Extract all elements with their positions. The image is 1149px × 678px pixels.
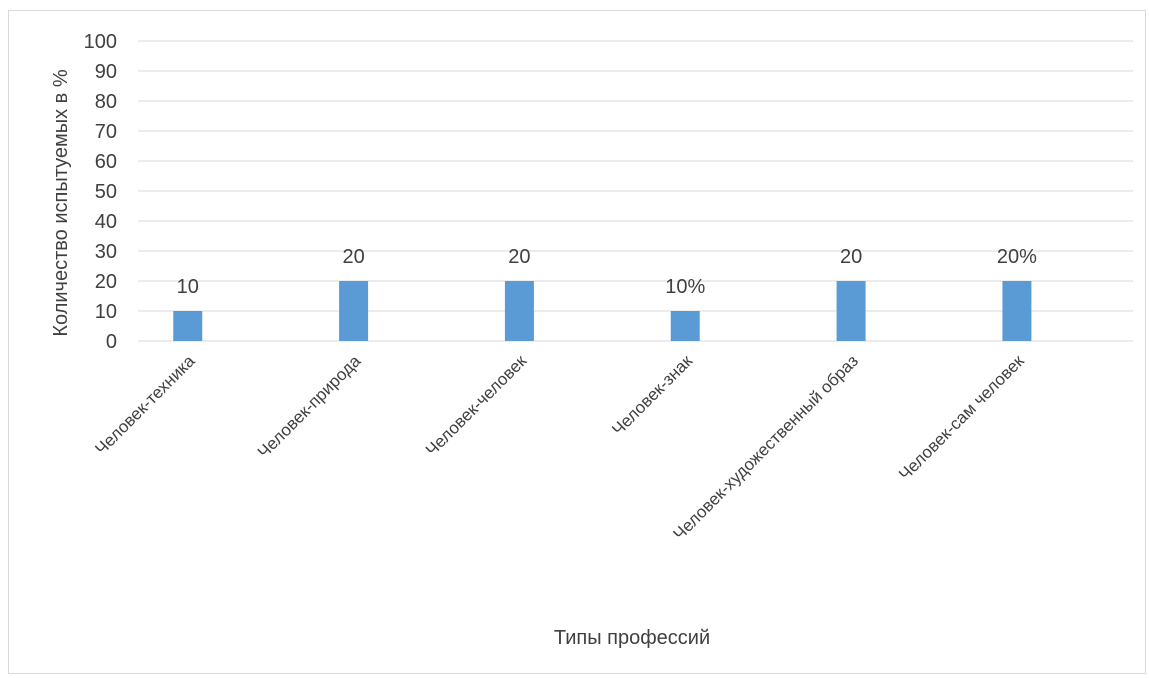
- x-tick-label: Человек-знак: [608, 351, 696, 439]
- x-tick-label: Человек-человек: [422, 351, 531, 460]
- y-axis-title: Количество испытуемых в %: [50, 69, 72, 336]
- data-label: 10: [177, 276, 199, 298]
- x-tick-label: Человек-сам человек: [895, 351, 1028, 484]
- y-axis-ticks: 0 10 20 30 40 50 60 70 80 90 100: [84, 31, 117, 353]
- data-label: 20: [508, 246, 530, 268]
- y-tick-label: 100: [84, 31, 117, 53]
- bar: [339, 281, 369, 341]
- y-tick-label: 60: [95, 151, 117, 173]
- bar: [1002, 281, 1032, 341]
- x-axis-title: Типы профессий: [554, 627, 710, 649]
- data-label: 10%: [665, 276, 705, 298]
- y-tick-label: 10: [95, 301, 117, 323]
- data-labels: 10 20 20 10% 20 20%: [177, 246, 1038, 298]
- x-tick-label: Человек-природа: [254, 351, 365, 462]
- y-tick-label: 80: [95, 91, 117, 113]
- bars: [173, 281, 1032, 341]
- data-label: 20: [840, 246, 862, 268]
- data-label: 20: [342, 246, 364, 268]
- y-tick-label: 90: [95, 61, 117, 83]
- y-tick-label: 70: [95, 121, 117, 143]
- y-tick-label: 50: [95, 181, 117, 203]
- bar: [504, 281, 534, 341]
- bar: [670, 311, 700, 341]
- gridlines: [138, 40, 1133, 342]
- y-tick-label: 40: [95, 211, 117, 233]
- x-tick-label: Человек-художественный образ: [669, 351, 862, 544]
- y-tick-label: 20: [95, 271, 117, 293]
- bar: [836, 281, 866, 341]
- chart-frame: [8, 10, 1146, 674]
- y-tick-label: 0: [106, 331, 117, 353]
- x-tick-label: Человек-техника: [91, 351, 199, 459]
- y-tick-label: 30: [95, 241, 117, 263]
- x-axis-ticks: Человек-техника Человек-природа Человек-че…: [91, 351, 1028, 544]
- data-label: 20%: [997, 246, 1037, 268]
- bar: [173, 311, 203, 341]
